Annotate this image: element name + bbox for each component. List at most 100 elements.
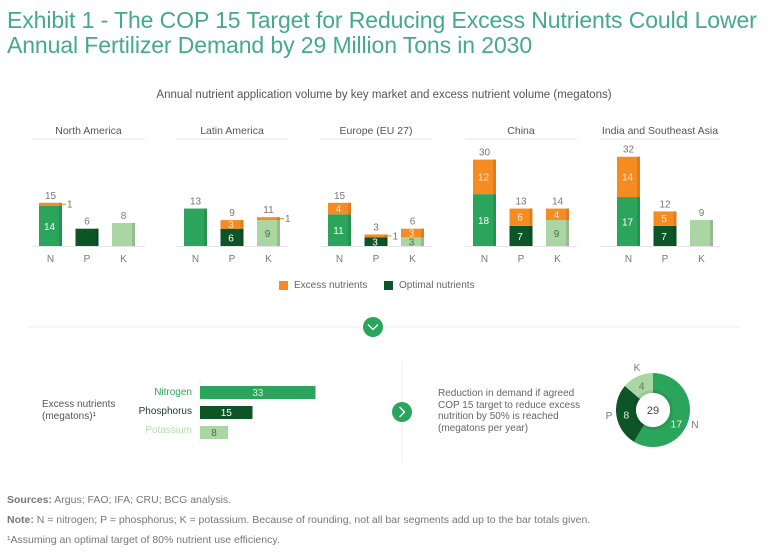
- bar-value-optimal: 9: [554, 229, 560, 240]
- bar-K: 8K: [112, 211, 135, 265]
- bar-segment-shade: [277, 217, 280, 221]
- bar-segment-excess: [220, 220, 244, 229]
- nutrient-tick-label: K: [120, 254, 127, 265]
- bar-segment-optimal: [509, 225, 533, 246]
- bar-segment-excess: [653, 211, 677, 226]
- nutrient-tick-label: P: [229, 254, 236, 265]
- bar-segment-excess: [401, 228, 424, 238]
- nutrient-tick-label: N: [625, 254, 632, 265]
- note-line: Note: N = nitrogen; P = phosphorus; K = …: [7, 510, 590, 530]
- donut-slice-P: [616, 386, 645, 442]
- bar-value-optimal: 14: [44, 222, 56, 233]
- bar-value-optimal: 3: [409, 238, 415, 249]
- bar-segment-shade: [384, 237, 388, 246]
- bar-value-optimal: 6: [228, 233, 234, 244]
- bar-total: 12: [659, 199, 671, 210]
- bar-value-optimal: 11: [333, 226, 344, 237]
- bar-segment-excess: [617, 156, 640, 198]
- bar-value-excess: 1: [285, 214, 291, 225]
- bar-value-optimal: 7: [517, 232, 523, 243]
- bar-value-optimal: 17: [622, 218, 634, 229]
- nutrient-tick-label: K: [698, 254, 705, 265]
- donut-category-label: P: [606, 411, 613, 422]
- bar-segment-shade: [637, 197, 640, 246]
- bar-value-excess: 3: [228, 220, 234, 231]
- hbar-value: 15: [221, 408, 233, 419]
- bar-value-optimal: 9: [265, 229, 271, 240]
- bar-segment-shade: [384, 234, 388, 238]
- bar-segment-optimal: [39, 205, 62, 246]
- bar-segment-shade: [529, 225, 533, 246]
- bar-total: 6: [410, 217, 416, 228]
- bar-total: 30: [479, 148, 491, 159]
- donut-category-label: K: [634, 363, 641, 374]
- bar-segment-excess: [39, 202, 62, 206]
- bar-total: 14: [552, 197, 564, 208]
- nutrient-tick-label: N: [481, 254, 488, 265]
- legend-label-optimal: Optimal nutrients: [399, 280, 475, 291]
- bar-value-excess: 5: [661, 214, 667, 225]
- footnote-line: ¹Assuming an optimal target of 80% nutri…: [7, 534, 280, 546]
- hbar-potassium: [200, 426, 228, 439]
- bar-segment-shade: [132, 222, 135, 246]
- market-label: China: [507, 125, 535, 137]
- bar-segment-shade: [59, 202, 62, 206]
- bar-segment-optimal: [328, 214, 351, 246]
- donut-slice-value: 4: [639, 380, 645, 392]
- bar-segment-optimal: [473, 194, 496, 246]
- legend-swatch-optimal: [384, 281, 393, 290]
- bar-segment-shade: [95, 228, 99, 246]
- bar-segment-shade: [348, 202, 351, 215]
- next-button[interactable]: [392, 402, 412, 422]
- reduction-description: Reduction in demand if agreed COP 15 tar…: [438, 388, 581, 434]
- bar-total: 9: [699, 208, 705, 219]
- donut-slice-value: 17: [671, 419, 683, 431]
- bar-value-excess: 12: [478, 172, 490, 183]
- exhibit-title: Exhibit 1 - The COP 15 Target for Reduci…: [7, 7, 757, 58]
- bar-segment-shade: [673, 225, 677, 246]
- legend-swatch-excess: [279, 281, 288, 290]
- bar-segment-shade: [59, 205, 62, 246]
- bar-N: 13 N: [184, 197, 207, 265]
- nutrient-tick-label: K: [265, 254, 272, 265]
- bar-value-excess: 14: [622, 172, 634, 183]
- hbar-value: 8: [211, 428, 217, 439]
- expand-button[interactable]: [363, 317, 383, 337]
- nutrient-tick-label: N: [47, 254, 54, 265]
- legend-item-excess: Excess nutrients: [279, 280, 367, 291]
- reduction-donut-chart: 17 8 4 29 N P K: [606, 363, 699, 447]
- bar-value-optimal: 7: [661, 232, 667, 243]
- chevron-right-icon: [399, 406, 406, 418]
- legend-label-excess: Excess nutrients: [294, 280, 368, 291]
- hbar-nitrogen: [200, 386, 316, 399]
- market-label: Europe (EU 27): [340, 125, 413, 137]
- hbar-label-phosphorus: Phosphorus: [138, 406, 192, 417]
- bar-segment-excess: [509, 208, 533, 226]
- bar-segment-optimal: [546, 220, 569, 246]
- bar-K: 9 4 14 K: [546, 197, 569, 265]
- bar-segment-shade: [240, 228, 244, 246]
- bar-value-excess: 4: [554, 210, 560, 221]
- bar-P: 7 5 12 P: [653, 199, 677, 265]
- nutrient-tick-label: P: [84, 254, 91, 265]
- bar-segment-shade: [637, 156, 640, 198]
- market-label: India and Southeast Asia: [602, 125, 718, 137]
- bar-value-excess: 4: [336, 204, 342, 215]
- bar-segment-optimal: [184, 208, 207, 246]
- bar-total: 13: [190, 197, 202, 208]
- donut-slice-K: [624, 373, 653, 399]
- bar-segment-optimal: [690, 220, 713, 246]
- bar-segment-shade: [529, 208, 533, 226]
- bar-segment-shade: [348, 214, 351, 246]
- sources-text: Argus; FAO; IFA; CRU; BCG analysis.: [51, 494, 232, 506]
- chart-subtitle: Annual nutrient application volume by ke…: [156, 89, 612, 101]
- nutrient-tick-label: P: [518, 254, 525, 265]
- chevron-down-icon: [367, 324, 379, 331]
- bar-segment-optimal: [75, 228, 99, 246]
- bar-value-excess: 1: [393, 231, 399, 242]
- market-group: China 18 12 30 N 7 6 13 P 9 4 14 K: [465, 125, 577, 265]
